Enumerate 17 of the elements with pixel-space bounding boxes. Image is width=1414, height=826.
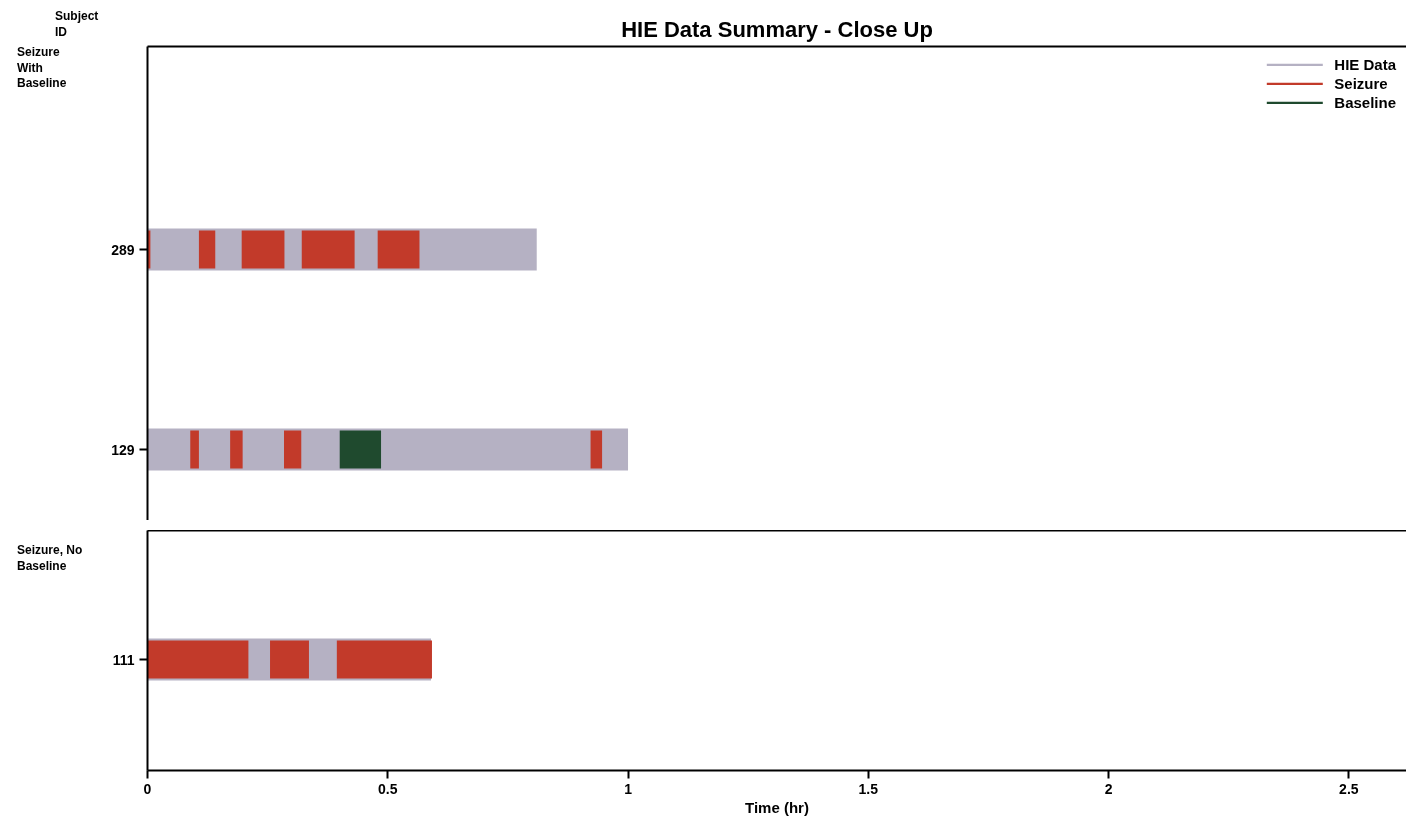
x-tick-label: 0	[143, 780, 152, 797]
text: Seizure With Baseline	[17, 45, 67, 92]
x-tick-label: 2.5	[1339, 780, 1359, 797]
x-tick-label: 1	[624, 780, 633, 797]
x-axis-title: Time (hr)	[745, 798, 809, 816]
y-tick-label: 111	[112, 651, 135, 668]
y-tick-label: 129	[111, 441, 135, 458]
x-tick-label: 1.5	[858, 780, 879, 797]
y-tick-label: 289	[111, 241, 135, 258]
y-axis-title: Subject ID	[55, 9, 99, 41]
legend-label: HIE Data	[1334, 56, 1396, 73]
x-tick-label: 2	[1104, 780, 1113, 797]
text: Seizure, No Baseline	[17, 543, 83, 575]
chart-title: HIE Data Summary - Close Up	[621, 16, 933, 42]
legend-label: Seizure	[1334, 75, 1388, 92]
x-tick-label: 0.5	[378, 780, 398, 797]
legend-label: Baseline	[1334, 94, 1396, 111]
